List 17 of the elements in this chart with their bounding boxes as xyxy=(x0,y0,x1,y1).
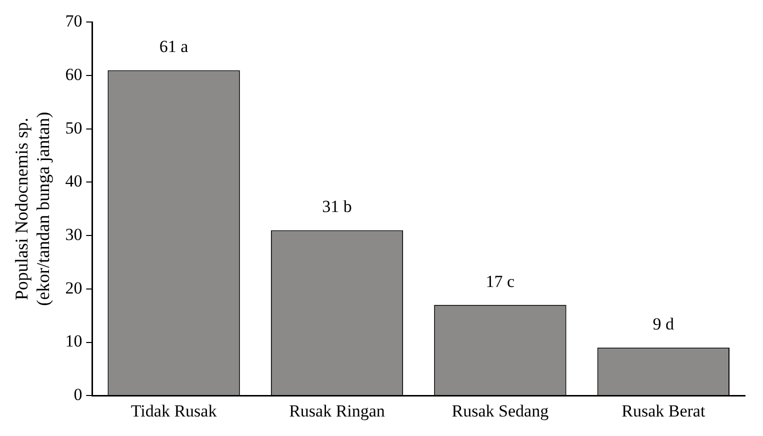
y-tick-label: 10 xyxy=(65,332,82,351)
y-tick-label: 20 xyxy=(65,278,82,298)
x-tick-label: Rusak Ringan xyxy=(289,401,386,420)
data-label: 9 d xyxy=(652,314,675,334)
y-axis-title: Populasi Nodocnemis sp. (ekor/tandan bunga jantan) xyxy=(12,112,54,306)
y-tick-label: 60 xyxy=(65,65,82,84)
y-tick-label: 70 xyxy=(65,12,82,31)
x-tick-label: Rusak Sedang xyxy=(452,401,550,420)
y-tick-label: 40 xyxy=(65,172,82,191)
x-tick-label: Rusak Berat xyxy=(622,401,706,420)
y-tick-label: 30 xyxy=(65,225,82,244)
data-label: 17 c xyxy=(486,272,516,291)
data-label: 31 b xyxy=(322,197,352,216)
y-tick-label: 50 xyxy=(65,118,82,138)
y-tick-label: 0 xyxy=(74,385,82,404)
x-tick-label: Tidak Rusak xyxy=(130,401,218,420)
data-label: 61 a xyxy=(159,37,189,56)
